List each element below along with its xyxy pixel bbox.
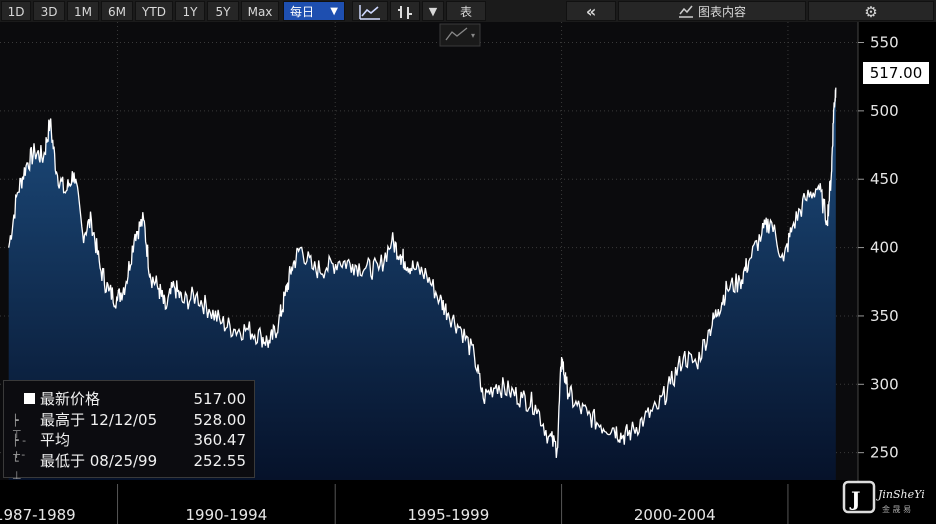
ohlc-icon: [398, 6, 412, 19]
settings-button[interactable]: ⚙: [808, 1, 934, 21]
high-value: 528.00: [193, 411, 247, 429]
x-axis: 1987-1989 1990-1994 1995-1999 2000-2004: [0, 484, 789, 524]
last-price-tag: 517.00: [863, 62, 929, 84]
chart-style-button[interactable]: ▾: [439, 23, 481, 47]
chart-content-label: 图表内容: [697, 5, 746, 19]
statistics-legend: 最新价格 517.00 ┝ ⊤ 最高于 12/12/05 528.00 ┝ -+…: [3, 380, 255, 482]
legend-square-icon: [12, 393, 35, 407]
chart-toolbar: 1D 3D 1M 6M YTD 1Y 5Y Max 每日 ▼ ▼ 表 « 图表内…: [0, 0, 936, 22]
legend-row-average: ┝ -+- 平均 360.47: [4, 430, 254, 461]
price-line: [8, 87, 837, 458]
range-1m-button[interactable]: 1M: [67, 1, 99, 21]
line-chart-icon: [359, 5, 380, 20]
range-5y-button[interactable]: 5Y: [207, 1, 239, 21]
low-value: 252.55: [193, 452, 247, 470]
y-tick-label: 450: [870, 170, 899, 188]
jinsheyi-logo: J JinSheYi 金 晟 易: [842, 480, 925, 514]
double-chevron-left-icon: «: [585, 2, 597, 21]
range-3d-button[interactable]: 3D: [33, 1, 65, 21]
bar-chart-type-button[interactable]: [390, 1, 420, 21]
svg-text:金 晟 易: 金 晟 易: [882, 504, 911, 514]
table-button[interactable]: 表: [446, 1, 486, 21]
average-marker-icon: ┝ -+-: [12, 434, 27, 461]
y-tick-label: 350: [870, 307, 899, 325]
last-price-label: 最新价格: [40, 390, 101, 408]
range-max-button[interactable]: Max: [241, 1, 279, 21]
line-chart-type-button[interactable]: [352, 1, 388, 21]
y-tick-label: 300: [870, 375, 899, 393]
range-ytd-button[interactable]: YTD: [135, 1, 173, 21]
svg-text:J: J: [849, 487, 860, 511]
y-tick-label: 550: [870, 34, 899, 52]
svg-text:JinSheYi: JinSheYi: [876, 488, 925, 501]
x-axis-background: [0, 482, 858, 524]
y-tick-label: 400: [870, 239, 899, 257]
collapse-panel-button[interactable]: «: [566, 1, 616, 21]
average-value: 360.47: [193, 431, 247, 449]
range-1d-button[interactable]: 1D: [1, 1, 31, 21]
high-label: 最高于 12/12/05: [40, 411, 158, 429]
chart-type-dropdown[interactable]: ▼: [422, 1, 444, 21]
range-1y-button[interactable]: 1Y: [175, 1, 205, 21]
range-6m-button[interactable]: 6M: [101, 1, 133, 21]
chart-content-button[interactable]: 图表内容: [618, 1, 806, 21]
y-tick-label: 500: [870, 102, 899, 120]
chart-content-icon: [678, 5, 693, 18]
average-label: 平均: [40, 431, 71, 449]
x-period-label: 1990-1994: [185, 506, 267, 524]
x-period-label: 1987-1989: [0, 506, 76, 524]
x-period-label: 1995-1999: [408, 506, 490, 524]
y-axis: 550 500 450 400 350 300 250: [858, 34, 899, 462]
frequency-dropdown[interactable]: 每日 ▼: [283, 1, 345, 21]
chevron-down-icon: ▼: [428, 5, 438, 18]
chevron-down-icon: ▼: [330, 6, 338, 17]
legend-row-last-price: 最新价格 517.00: [4, 389, 254, 409]
frequency-label: 每日: [290, 5, 315, 19]
x-period-label: 2000-2004: [634, 506, 716, 524]
legend-row-high: ┝ ⊤ 最高于 12/12/05 528.00: [4, 410, 254, 441]
gear-icon: ⚙: [864, 3, 878, 21]
y-tick-label: 250: [870, 444, 899, 462]
low-marker-icon: └ ⊥: [12, 455, 22, 482]
legend-row-low: └ ⊥ 最低于 08/25/99 252.55: [4, 451, 254, 482]
mini-line-icon: [445, 27, 468, 41]
high-marker-icon: ┝ ⊤: [12, 414, 22, 441]
low-label: 最低于 08/25/99: [40, 452, 158, 470]
last-price-value: 517.00: [193, 390, 247, 408]
chevron-down-icon: ▾: [471, 31, 475, 40]
